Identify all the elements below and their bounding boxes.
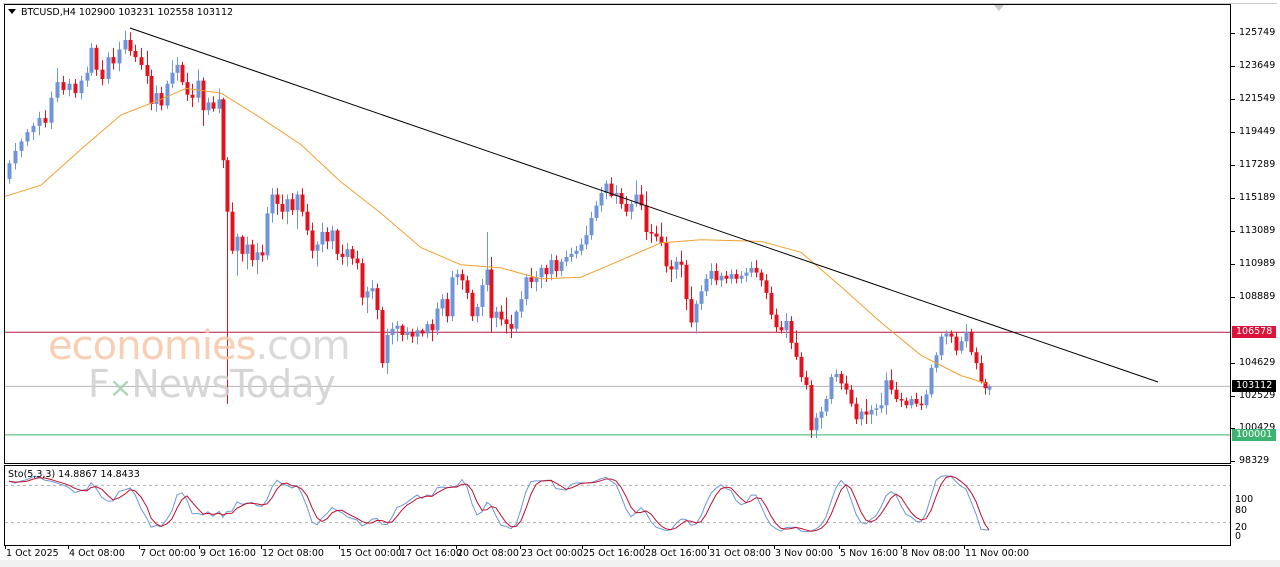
price-tick-label: 123649	[1239, 60, 1276, 71]
time-axis[interactable]: 1 Oct 2025 4 Oct 08:00 7 Oct 00:00 9 Oct 16…	[4, 545, 1230, 565]
stochastic-level-label: 0	[1235, 531, 1242, 542]
price-tick-label: 119449	[1239, 126, 1276, 137]
price-tick-label: 98329	[1239, 455, 1270, 466]
price-tick-mark	[1231, 165, 1235, 166]
price-tick-label: 102529	[1239, 390, 1276, 401]
stochastic-chart	[5, 475, 1230, 533]
price-tick-label: 115189	[1239, 192, 1276, 203]
watermark-suffix-text: .com	[255, 323, 350, 369]
time-tick-mark	[582, 545, 583, 549]
stochastic-level-label: 20	[1235, 522, 1248, 533]
price-tick-label: 113089	[1239, 225, 1276, 236]
time-tick-label: 15 Oct 00:00	[340, 548, 402, 559]
price-axis[interactable]: 125749 123649 121549 119449 117289 115189 1130…	[1231, 4, 1280, 544]
time-tick-label: 28 Oct 16:00	[645, 548, 707, 559]
time-tick-label: 7 Oct 00:00	[140, 548, 196, 559]
time-tick-label: 4 Oct 08:00	[69, 548, 125, 559]
price-tick-mark	[1231, 99, 1235, 100]
time-tick-mark	[964, 545, 965, 549]
chart-shift-marker-icon[interactable]	[994, 5, 1004, 11]
price-tick-label: 125749	[1239, 27, 1276, 38]
time-tick-label: 17 Oct 16:00	[400, 548, 462, 559]
time-tick-label: 12 Oct 08:00	[262, 548, 324, 559]
candlestick-chart	[5, 27, 1230, 439]
price-tick-label: 100429	[1239, 422, 1276, 433]
price-tick-mark	[1231, 297, 1235, 298]
time-tick-mark	[520, 545, 521, 549]
time-tick-label: 5 Nov 16:00	[840, 548, 899, 559]
time-tick-mark	[901, 545, 902, 549]
time-tick-label: 3 Nov 00:00	[775, 548, 834, 559]
watermark-economies: economies.com	[48, 323, 351, 369]
time-tick-label: 9 Oct 16:00	[200, 548, 256, 559]
price-tick-mark	[1231, 396, 1235, 397]
time-tick-label: 25 Oct 16:00	[583, 548, 645, 559]
time-tick-mark	[708, 545, 709, 549]
time-tick-mark	[399, 545, 400, 549]
time-tick-label: 23 Oct 00:00	[521, 548, 583, 559]
time-tick-mark	[261, 545, 262, 549]
time-tick-label: 11 Nov 00:00	[965, 548, 1030, 559]
price-tick-mark	[1231, 363, 1235, 364]
price-tick-label: 117289	[1239, 159, 1276, 170]
price-tick-mark	[1231, 264, 1235, 265]
watermark-newstoday-text: NewsToday	[131, 362, 336, 406]
dropdown-triangle-icon[interactable]	[8, 9, 16, 14]
chart-title: BTCUSD,H4 102900 103231 102558 103112	[8, 7, 233, 18]
price-tick-mark	[1231, 132, 1235, 133]
stochastic-level-label: 80	[1235, 505, 1248, 516]
time-tick-label: 31 Oct 08:00	[709, 548, 771, 559]
time-tick-mark	[774, 545, 775, 549]
time-tick-mark	[139, 545, 140, 549]
time-tick-mark	[644, 545, 645, 549]
time-tick-mark	[339, 545, 340, 549]
current-price-badge: 103112	[1232, 380, 1276, 393]
time-tick-label: 1 Oct 2025	[6, 548, 59, 559]
price-tick-label: 110989	[1239, 258, 1276, 269]
time-tick-mark	[5, 545, 6, 549]
price-tick-mark	[1231, 66, 1235, 67]
resistance-price-badge: 106578	[1232, 326, 1276, 339]
price-chart-pane[interactable]	[4, 4, 1231, 464]
time-tick-label: 20 Oct 08:00	[457, 548, 519, 559]
time-tick-mark	[839, 545, 840, 549]
time-tick-mark	[456, 545, 457, 549]
stochastic-label: Sto(5,3,3) 14.8867 14.8433	[8, 469, 140, 480]
stochastic-level-label: 100	[1235, 494, 1254, 505]
watermark-main-text: economies	[48, 323, 256, 369]
price-tick-mark	[1231, 428, 1235, 429]
time-tick-label: 8 Nov 08:00	[902, 548, 961, 559]
price-tick-mark	[1231, 461, 1235, 462]
support-price-badge: 100001	[1232, 428, 1276, 441]
watermark-fxnewstoday: F×NewsToday	[88, 362, 336, 406]
price-tick-mark	[1231, 198, 1235, 199]
status-strip	[0, 560, 1280, 567]
window-border	[3, 3, 1277, 565]
stochastic-pane[interactable]	[4, 465, 1231, 546]
watermark-x-icon: ×	[108, 371, 132, 404]
price-tick-label: 104629	[1239, 357, 1276, 368]
time-tick-mark	[199, 545, 200, 549]
watermark-f-text: F	[88, 362, 110, 406]
time-tick-mark	[68, 545, 69, 549]
price-tick-label: 108889	[1239, 291, 1276, 302]
price-tick-label: 121549	[1239, 93, 1276, 104]
price-tick-mark	[1231, 231, 1235, 232]
price-tick-mark	[1231, 33, 1235, 34]
symbol-ohlc-text: BTCUSD,H4 102900 103231 102558 103112	[21, 7, 234, 18]
